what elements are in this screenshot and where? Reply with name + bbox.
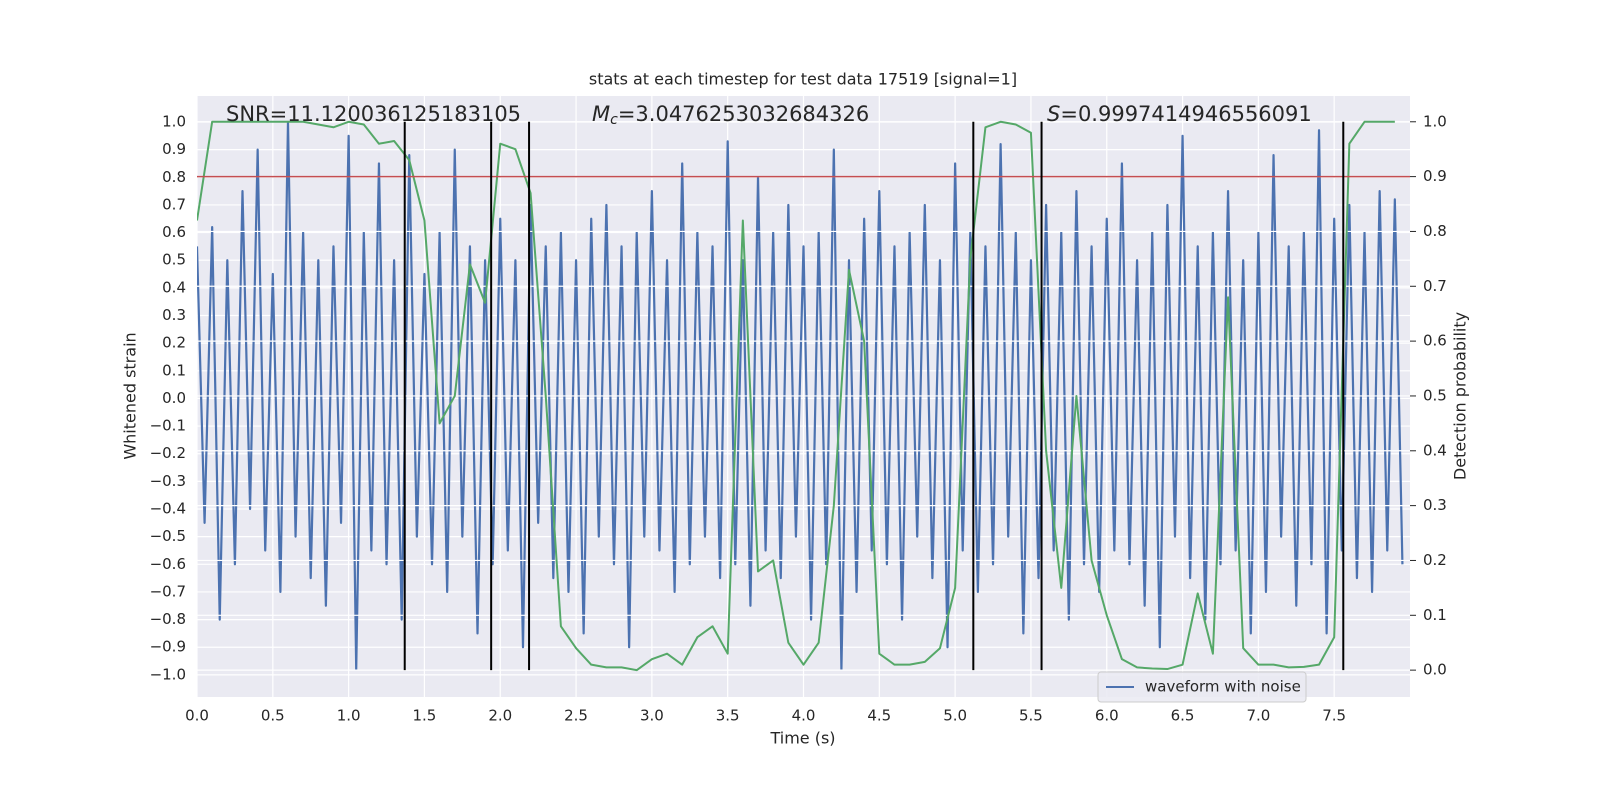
waveform-line — [197, 120, 1404, 671]
y-tick-label: 0.0 — [162, 389, 186, 407]
y2-tick-label: 0.4 — [1423, 441, 1447, 459]
y2-tick-label: 1.0 — [1423, 112, 1447, 130]
x-tick-label: 5.0 — [943, 707, 967, 725]
y-tick-label: 0.5 — [162, 251, 186, 269]
x-tick-label: 0.0 — [185, 707, 209, 725]
overlay-layer — [197, 120, 1410, 672]
x-tick-label: 7.5 — [1322, 707, 1346, 725]
y-tick-label: 0.1 — [162, 361, 186, 379]
y-tick-label: −0.3 — [150, 472, 186, 490]
y-tick-label: −0.2 — [150, 444, 186, 462]
x-axis-label: Time (s) — [769, 729, 835, 748]
x-tick-label: 6.0 — [1095, 707, 1119, 725]
chart-title: stats at each timestep for test data 175… — [589, 70, 1017, 89]
y-tick-label: −1.0 — [150, 665, 186, 683]
y-tick-label: 0.8 — [162, 168, 186, 186]
x-tick-label: 1.5 — [413, 707, 437, 725]
x-tick-label: 3.5 — [716, 707, 740, 725]
annotation: Mc=3.0476253032684326 — [592, 102, 869, 128]
legend-label: waveform with noise — [1145, 678, 1301, 696]
y2-tick-label: 0.3 — [1423, 496, 1447, 514]
x-tick-label: 4.0 — [792, 707, 816, 725]
y-tick-label: 0.2 — [162, 334, 186, 352]
waveform-layer — [197, 120, 1404, 671]
y-tick-label: −0.9 — [150, 638, 186, 656]
y2-tick-label: 0.0 — [1423, 661, 1447, 679]
annotation-symbol: S — [1047, 102, 1060, 126]
x-tick-label: 0.5 — [261, 707, 285, 725]
legend: waveform with noise — [1097, 671, 1307, 703]
x-tick-label: 2.0 — [488, 707, 512, 725]
y2-tick-label: 0.6 — [1423, 332, 1447, 350]
labels: 0.0 0.5 1.0 1.5 2.0 2.5 3.0 3.5 4.0 4.5 5.0 5.5 6.0 6… — [150, 112, 1447, 724]
annotation: S=0.9997414946556091 — [1047, 102, 1312, 126]
x-tick-label: 3.0 — [640, 707, 664, 725]
y2-tick-label: 0.8 — [1423, 222, 1447, 240]
annotation: SNR=11.120036125183105 — [226, 102, 521, 126]
x-tick-label: 1.0 — [337, 707, 361, 725]
y2-tick-label: 0.1 — [1423, 606, 1447, 624]
annotation-subscript: c — [610, 112, 618, 128]
y-tick-label: −0.6 — [150, 555, 186, 573]
y2-tick-label: 0.5 — [1423, 386, 1447, 404]
y-tick-label: −0.5 — [150, 527, 186, 545]
annotation-value: =0.9997414946556091 — [1060, 102, 1311, 126]
y2-tick-label: 0.2 — [1423, 551, 1447, 569]
y-tick-label: 1.0 — [162, 112, 186, 130]
y2-tick-label: 0.7 — [1423, 277, 1447, 295]
x-tick-label: 6.5 — [1171, 707, 1195, 725]
y-tick-label: −0.1 — [150, 417, 186, 435]
y-tick-label: −0.7 — [150, 582, 186, 600]
y-tick-label: 0.9 — [162, 140, 186, 158]
annotation-symbol: M — [592, 102, 610, 126]
probability-line — [197, 120, 1395, 672]
x-tick-label: 4.5 — [867, 707, 891, 725]
y-tick-label: 0.6 — [162, 223, 186, 241]
y-tick-label: −0.4 — [150, 500, 186, 518]
legend-box — [1097, 671, 1307, 703]
y-tick-label: −0.8 — [150, 610, 186, 628]
annotation-value: =3.0476253032684326 — [618, 102, 869, 126]
x-tick-label: 7.0 — [1246, 707, 1270, 725]
x-tick-label: 5.5 — [1019, 707, 1043, 725]
x-tick-label: 2.5 — [564, 707, 588, 725]
y-tick-label: 0.4 — [162, 278, 186, 296]
y-axis-label: Whitened strain — [121, 332, 140, 459]
y2-axis-label: Detection probability — [1451, 312, 1470, 480]
y-tick-label: 0.7 — [162, 195, 186, 213]
y-tick-label: 0.3 — [162, 306, 186, 324]
y2-tick-label: 0.9 — [1423, 167, 1447, 185]
